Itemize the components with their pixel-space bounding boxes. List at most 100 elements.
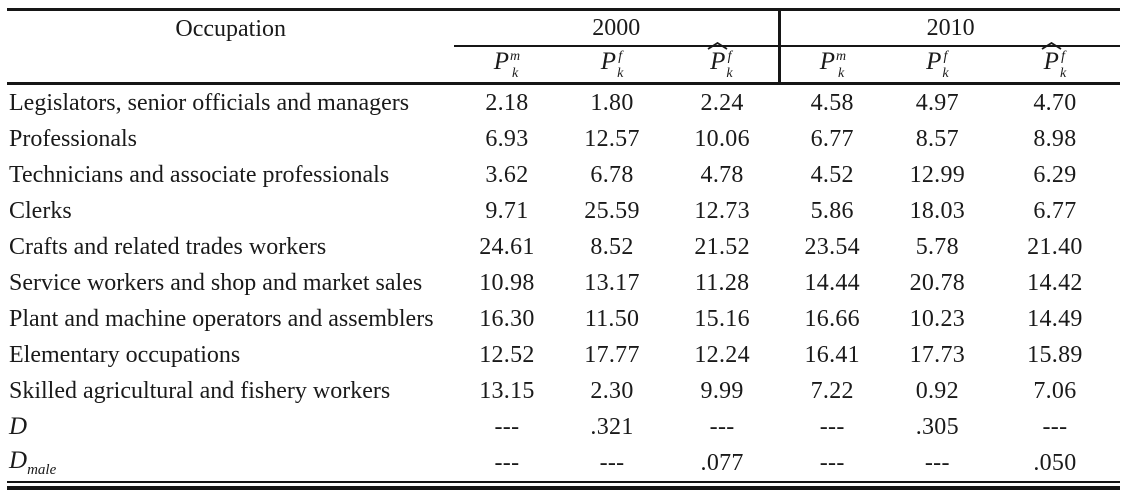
value-cell: --- [819,413,845,440]
wide-hat-icon [1041,41,1062,50]
value-cell: 17.77 [584,341,640,368]
value-cell: --- [1042,413,1068,440]
value-cell: 6.78 [590,161,634,188]
value-cell: 11.50 [584,305,640,332]
value-cell: 8.57 [915,125,959,152]
value-cell: 16.30 [479,305,535,332]
value-cell: 6.93 [485,125,529,152]
value-cell: 2.18 [485,89,529,116]
table-row: Skilled agricultural and fishery workers… [7,373,1120,409]
table-row: Technicians and associate professionals … [7,157,1120,193]
value-cell: 10.23 [909,305,966,332]
occupation-cell: Skilled agricultural and fishery workers [9,377,391,404]
year-group-header-2010: 2010 [779,9,1120,47]
value-cell: --- [779,445,885,483]
value-cell: 10.06 [694,125,750,152]
value-cell: 14.44 [804,269,860,296]
table-row: D --- .321 --- --- .305 --- [7,409,1120,445]
value-cell: --- [559,445,665,483]
value-cell: 15.16 [694,305,750,332]
table-row: Legislators, senior officials and manage… [7,84,1120,122]
value-cell: 11.28 [694,269,750,296]
table-row: Service workers and shop and market sale… [7,265,1120,301]
value-cell: 2.30 [590,377,634,404]
value-cell: 4.70 [1033,89,1077,116]
value-cell: 9.99 [700,377,744,404]
table-row: Plant and machine operators and assemble… [7,301,1120,337]
value-cell: 14.49 [1027,305,1083,332]
value-cell: 4.97 [915,89,959,116]
value-cell: 4.78 [700,161,744,188]
value-cell: .305 [915,413,959,440]
value-cell: 0.92 [915,377,959,404]
value-cell: 12.99 [909,161,966,188]
table-row: Dmale --- --- .077 --- --- .050 [7,445,1120,483]
value-cell: 5.78 [915,233,959,260]
value-cell: 21.40 [1027,233,1083,260]
value-cell: --- [494,413,520,440]
value-cell: --- [454,445,560,483]
value-cell: 12.73 [694,197,750,224]
value-cell: 8.98 [1033,125,1077,152]
table-row: Crafts and related trades workers 24.61 … [7,229,1120,265]
value-cell: 12.57 [584,125,640,152]
value-cell: 6.77 [810,125,854,152]
table-row: Clerks 9.71 25.59 12.73 5.86 18.03 6.77 [7,193,1120,229]
year-group-header-2000: 2000 [454,9,782,47]
value-cell: --- [709,413,735,440]
value-cell: 24.61 [479,233,535,260]
value-cell: 9.71 [485,197,529,224]
value-cell: 6.29 [1033,161,1077,188]
value-cell: 17.73 [909,341,966,368]
value-cell: 7.06 [1033,377,1077,404]
table-row: Professionals 6.93 12.57 10.06 6.77 8.57… [7,121,1120,157]
year-header-row: Occupation 2000 2010 [7,9,1120,85]
value-cell: 14.42 [1027,269,1083,296]
occupation-cell: Clerks [9,197,72,224]
value-cell: 16.41 [804,341,860,368]
occupation-cell: Elementary occupations [9,341,241,368]
value-cell: .077 [664,445,780,483]
occupation-cell: Plant and machine operators and assemble… [9,305,434,332]
value-cell: 13.15 [479,377,535,404]
occupation-cell: Service workers and shop and market sale… [9,269,423,296]
value-cell: 18.03 [909,197,966,224]
value-cell: 2.24 [700,89,744,116]
value-cell: 15.89 [1027,341,1083,368]
duncan-index-male-label: Dmale [7,445,455,483]
value-cell: 20.78 [909,269,966,296]
occupation-cell: Crafts and related trades workers [9,233,327,260]
value-cell: 16.66 [804,305,860,332]
value-cell: 21.52 [694,233,750,260]
occupation-column-header: Occupation [7,9,455,85]
value-cell: 23.54 [804,233,860,260]
occupation-cell: Technicians and associate professionals [9,161,390,188]
value-cell: 4.52 [810,161,854,188]
value-cell: 10.98 [479,269,535,296]
wide-hat-icon [707,41,728,50]
value-cell: 8.52 [590,233,634,260]
value-cell: 25.59 [584,197,640,224]
table-row: Elementary occupations 12.52 17.77 12.24… [7,337,1120,373]
value-cell: 7.22 [810,377,854,404]
value-cell: .050 [989,445,1120,483]
value-cell: 5.86 [810,197,854,224]
value-cell: 12.52 [479,341,535,368]
value-cell: 12.24 [694,341,750,368]
value-cell: .321 [590,413,634,440]
